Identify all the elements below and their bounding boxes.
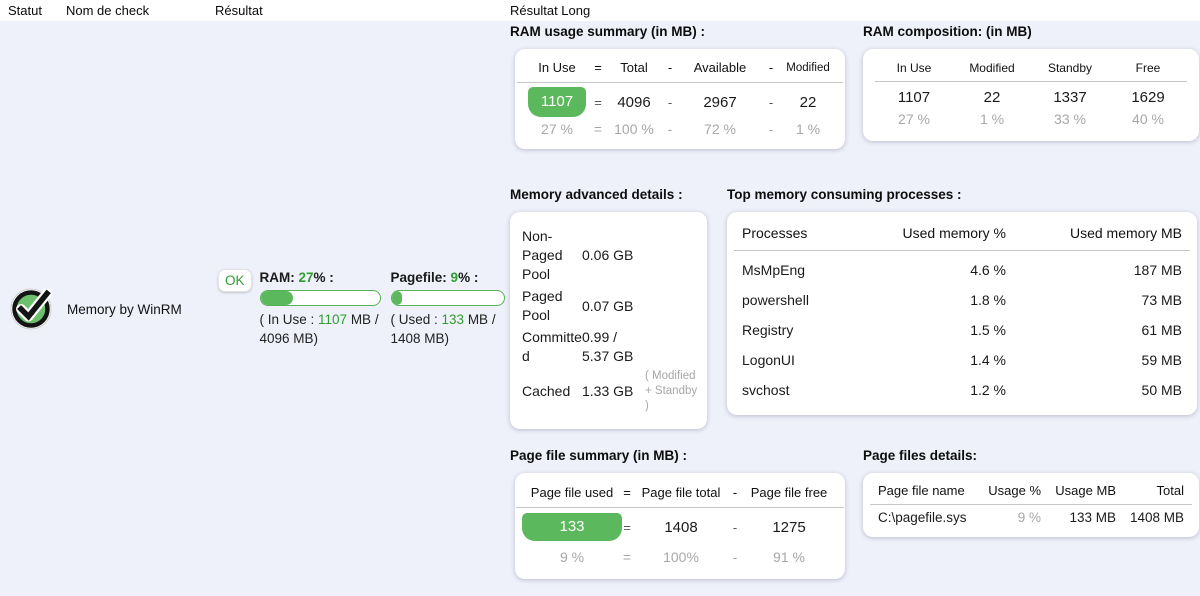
pagefile-summary-title: Page file summary (in MB) : [510,448,688,463]
pagefile-summary-block: Page file summary (in MB) : Page file us… [510,448,850,579]
ram-gauge: RAM: 27% : ( In Use : 1107 MB / 4096 MB) [259,268,381,348]
pagefile-gauge-detail: ( Used : 133 MB / 1408 MB) [390,312,496,346]
status-ok-icon [9,285,55,331]
pagefile-summary-percents-row: 9 % = 100% - 91 % [559,549,805,565]
ram-composition-values-row: 1107 22 1337 1629 [897,89,1165,106]
pagefile-summary-values-row: 133 = 1408 - 1275 [522,513,832,541]
check-name-link[interactable]: Memory by WinRM [67,302,182,317]
ram-progress-fill [260,291,293,305]
column-header-nom-de-check[interactable]: Nom de check [66,3,150,18]
process-row: LogonUI 1.4 % 59 MB [742,352,1182,368]
ram-usage-summary-values-row: 1107 = 4096 - 2967 - 22 [528,87,832,117]
ram-usage-summary-header-row: In Use = Total - Available - Modified [538,60,830,75]
ram-usage-summary-block: RAM usage summary (in MB) : In Use = Tot… [510,24,850,149]
process-row: powershell 1.8 % 73 MB [742,292,1182,308]
top-processes-title: Top memory consuming processes : [727,187,962,202]
pagefile-details-card: Page file name Usage % Usage MB Total C:… [863,473,1199,537]
result-column: OK RAM: 27% : ( In Use : 1107 MB / 4096 … [218,268,505,348]
memory-advanced-row: Committed 0.99 / 5.37 GB [522,329,634,364]
top-processes-card: Processes Used memory % Used memory MB M… [727,212,1197,415]
ram-usage-summary-title: RAM usage summary (in MB) : [510,24,706,39]
memory-advanced-row: Paged Pool 0.07 GB [522,288,634,323]
top-processes-block: Top memory consuming processes : Process… [727,187,1197,415]
pagefile-details-row: C:\pagefile.sys 9 % 133 MB 1408 MB [878,510,1184,525]
ram-progress-bar [259,290,381,306]
pagefile-used-highlight: 133 [522,513,622,541]
ram-usage-summary-card: In Use = Total - Available - Modified 11… [515,49,845,149]
ram-gauge-detail: ( In Use : 1107 MB / 4096 MB) [259,312,379,346]
pagefile-gauge-title: Pagefile: 9% : [390,270,479,285]
memory-advanced-block: Memory advanced details : Non-Paged Pool… [510,187,712,429]
ram-composition-title: RAM composition: (in MB) [863,24,1032,39]
ram-usage-summary-percents-row: 27 % = 100 % - 72 % - 1 % [541,121,821,137]
pagefile-details-block: Page files details: Page file name Usage… [863,448,1199,537]
in-use-highlight: 1107 [528,87,586,117]
top-processes-header-row: Processes Used memory % Used memory MB [742,225,1182,241]
ram-composition-card: In Use Modified Standby Free 1107 22 133… [863,49,1199,141]
column-header-statut[interactable]: Statut [8,3,42,18]
memory-advanced-title: Memory advanced details : [510,187,683,202]
status-badge: OK [218,269,252,292]
process-row: Registry 1.5 % 61 MB [742,322,1182,338]
table-header: Statut Nom de check Résultat Résultat Lo… [0,0,1200,21]
ram-composition-block: RAM composition: (in MB) In Use Modified… [863,24,1199,141]
long-result-column: RAM usage summary (in MB) : In Use = Tot… [505,21,1200,596]
ram-composition-percents-row: 27 % 1 % 33 % 40 % [898,111,1164,127]
divider [734,250,1190,251]
pagefile-summary-header-row: Page file used = Page file total - Page … [530,485,828,500]
pagefile-details-header-row: Page file name Usage % Usage MB Total [878,483,1184,498]
pagefile-progress-fill [391,291,402,305]
ram-composition-header-row: In Use Modified Standby Free [896,61,1161,75]
divider [516,507,844,508]
pagefile-summary-card: Page file used = Page file total - Page … [515,473,845,579]
divider [517,82,843,83]
memory-advanced-row: Cached 1.33 GB ( Modified + Standby ) [522,370,698,412]
divider [870,504,1192,505]
column-header-resultat-long[interactable]: Résultat Long [510,3,591,18]
service-row: Memory by WinRM OK RAM: 27% : ( In Use :… [0,21,1200,596]
memory-advanced-row: Non-Paged Pool 0.06 GB [522,228,634,282]
memory-advanced-card: Non-Paged Pool 0.06 GB Paged Pool 0.07 G… [510,212,707,429]
process-row: svchost 1.2 % 50 MB [742,382,1182,398]
top-processes-rows: MsMpEng 4.6 % 187 MB powershell 1.8 % 73… [742,255,1182,405]
pagefile-progress-bar [390,290,505,306]
ram-gauge-title: RAM: 27% : [259,270,334,285]
pagefile-details-title: Page files details: [863,448,978,463]
pagefile-gauge: Pagefile: 9% : ( Used : 133 MB / 1408 MB… [390,268,505,348]
divider [875,81,1187,82]
column-header-resultat[interactable]: Résultat [215,3,263,18]
process-row: MsMpEng 4.6 % 187 MB [742,262,1182,278]
